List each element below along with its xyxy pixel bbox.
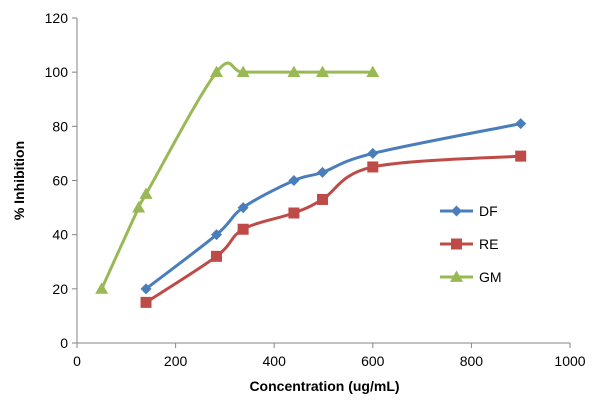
data-point-gm xyxy=(316,65,330,78)
series-line-re xyxy=(144,154,523,304)
series-line-df xyxy=(144,122,523,291)
data-point-df xyxy=(317,166,329,178)
series-line-gm xyxy=(100,61,375,291)
data-point-gm xyxy=(366,65,380,78)
legend-item-gm: GM xyxy=(440,269,502,285)
legend-label-gm: GM xyxy=(479,269,502,285)
legend-label-re: RE xyxy=(479,236,498,252)
data-point-re xyxy=(288,207,300,219)
y-axis: 0 20 40 60 80 100 120 xyxy=(45,10,78,351)
series-layer xyxy=(95,61,527,308)
legend-marker-re xyxy=(451,238,462,250)
data-point-df xyxy=(367,147,379,159)
data-point-df xyxy=(288,175,300,186)
data-point-re xyxy=(515,150,527,162)
x-tick-label: 800 xyxy=(460,353,484,369)
series-gm xyxy=(95,61,380,294)
data-point-df xyxy=(140,283,152,295)
legend-marker-df xyxy=(451,205,462,217)
x-tick-label: 600 xyxy=(361,353,385,369)
x-tick-label: 0 xyxy=(73,353,81,369)
data-point-gm xyxy=(139,187,153,199)
y-axis-title: % Inhibition xyxy=(11,141,27,220)
data-point-df xyxy=(237,202,249,214)
data-point-df xyxy=(515,118,527,130)
series-re xyxy=(140,150,527,308)
y-tick-label: 0 xyxy=(60,335,68,351)
data-point-gm xyxy=(132,201,146,213)
data-point-re xyxy=(211,250,223,262)
series-df xyxy=(140,118,527,295)
data-point-gm xyxy=(236,65,250,78)
legend: DF RE GM xyxy=(440,203,502,285)
x-axis: 0 200 400 600 800 1000 xyxy=(73,342,586,369)
y-tick-label: 20 xyxy=(52,281,68,297)
x-tick-label: 1000 xyxy=(554,353,585,369)
x-tick-label: 200 xyxy=(164,353,188,369)
data-point-gm xyxy=(95,282,109,294)
y-tick-label: 60 xyxy=(52,173,68,189)
y-tick-label: 80 xyxy=(52,118,68,134)
x-axis-title: Concentration (ug/mL) xyxy=(249,378,399,394)
y-tick-label: 120 xyxy=(45,10,69,26)
data-point-re xyxy=(140,296,152,308)
data-point-re xyxy=(317,193,329,205)
legend-item-df: DF xyxy=(440,203,498,219)
data-point-df xyxy=(211,229,223,241)
data-point-re xyxy=(237,223,249,235)
data-point-gm xyxy=(287,65,301,78)
data-point-gm xyxy=(210,65,224,78)
y-tick-label: 100 xyxy=(45,64,69,80)
data-point-re xyxy=(367,161,379,173)
legend-label-df: DF xyxy=(479,203,498,219)
legend-marker-gm xyxy=(450,270,463,282)
x-tick-label: 400 xyxy=(263,353,287,369)
y-tick-label: 40 xyxy=(52,227,68,243)
legend-item-re: RE xyxy=(440,236,498,252)
